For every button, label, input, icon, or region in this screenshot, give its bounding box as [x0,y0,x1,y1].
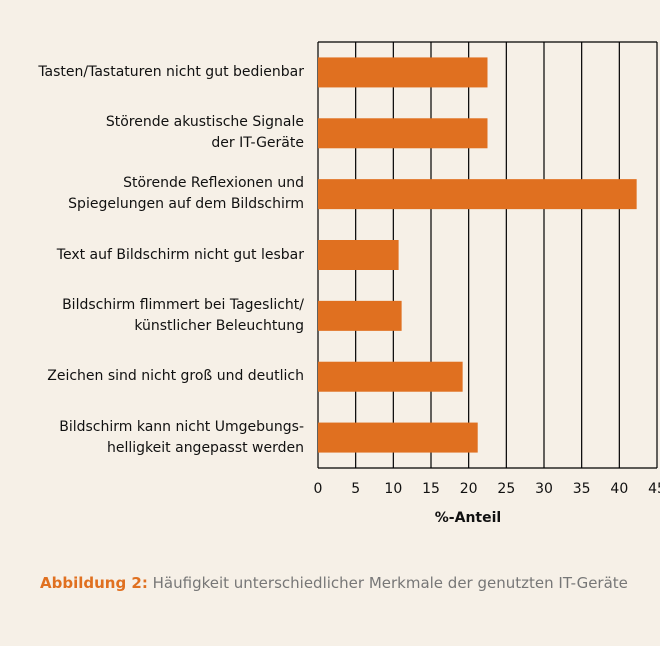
bar [318,422,478,453]
caption-text: Häufigkeit unterschiedlicher Merkmale de… [152,574,628,592]
y-tick-label: Bildschirm flimmert bei Tageslicht/ küns… [62,296,304,334]
y-tick-label: Bildschirm kann nicht Umgebungs- helligk… [59,418,304,456]
y-tick-label: Störende Reflexionen und Spiegelungen au… [68,175,304,213]
y-tick-label: Tasten/Tastaturen nicht gut bedienbar [38,63,304,80]
x-tick-label: 45 [648,481,660,497]
x-tick-label: 30 [535,481,553,497]
x-tick-label: 15 [422,481,440,497]
y-tick-label: Zeichen sind nicht groß und deutlich [47,368,304,385]
bar [318,118,488,149]
x-tick-label: 35 [573,481,591,497]
chart: %-Anteil 0 5 10 15 20 25 30 35 40 45 [314,41,660,526]
x-axis-label: %-Anteil [435,510,501,526]
x-tick-label: 5 [351,481,360,497]
x-tick-label: 25 [497,481,515,497]
x-tick-label: 10 [384,481,402,497]
caption-label: Abbildung 2: [40,574,148,592]
bar [318,57,488,88]
bar [318,361,463,392]
y-tick-label: Text auf Bildschirm nicht gut lesbar [56,246,304,263]
x-tick-label: 20 [460,481,478,497]
x-tick-label: 40 [610,481,628,497]
bar [318,300,402,331]
x-tick-label: 0 [314,481,323,497]
bar [318,240,399,270]
y-tick-label: Störende akustische Signale der IT-Gerät… [105,114,304,152]
bar [318,179,637,210]
caption: Abbildung 2: Häufigkeit unterschiedliche… [40,568,640,598]
